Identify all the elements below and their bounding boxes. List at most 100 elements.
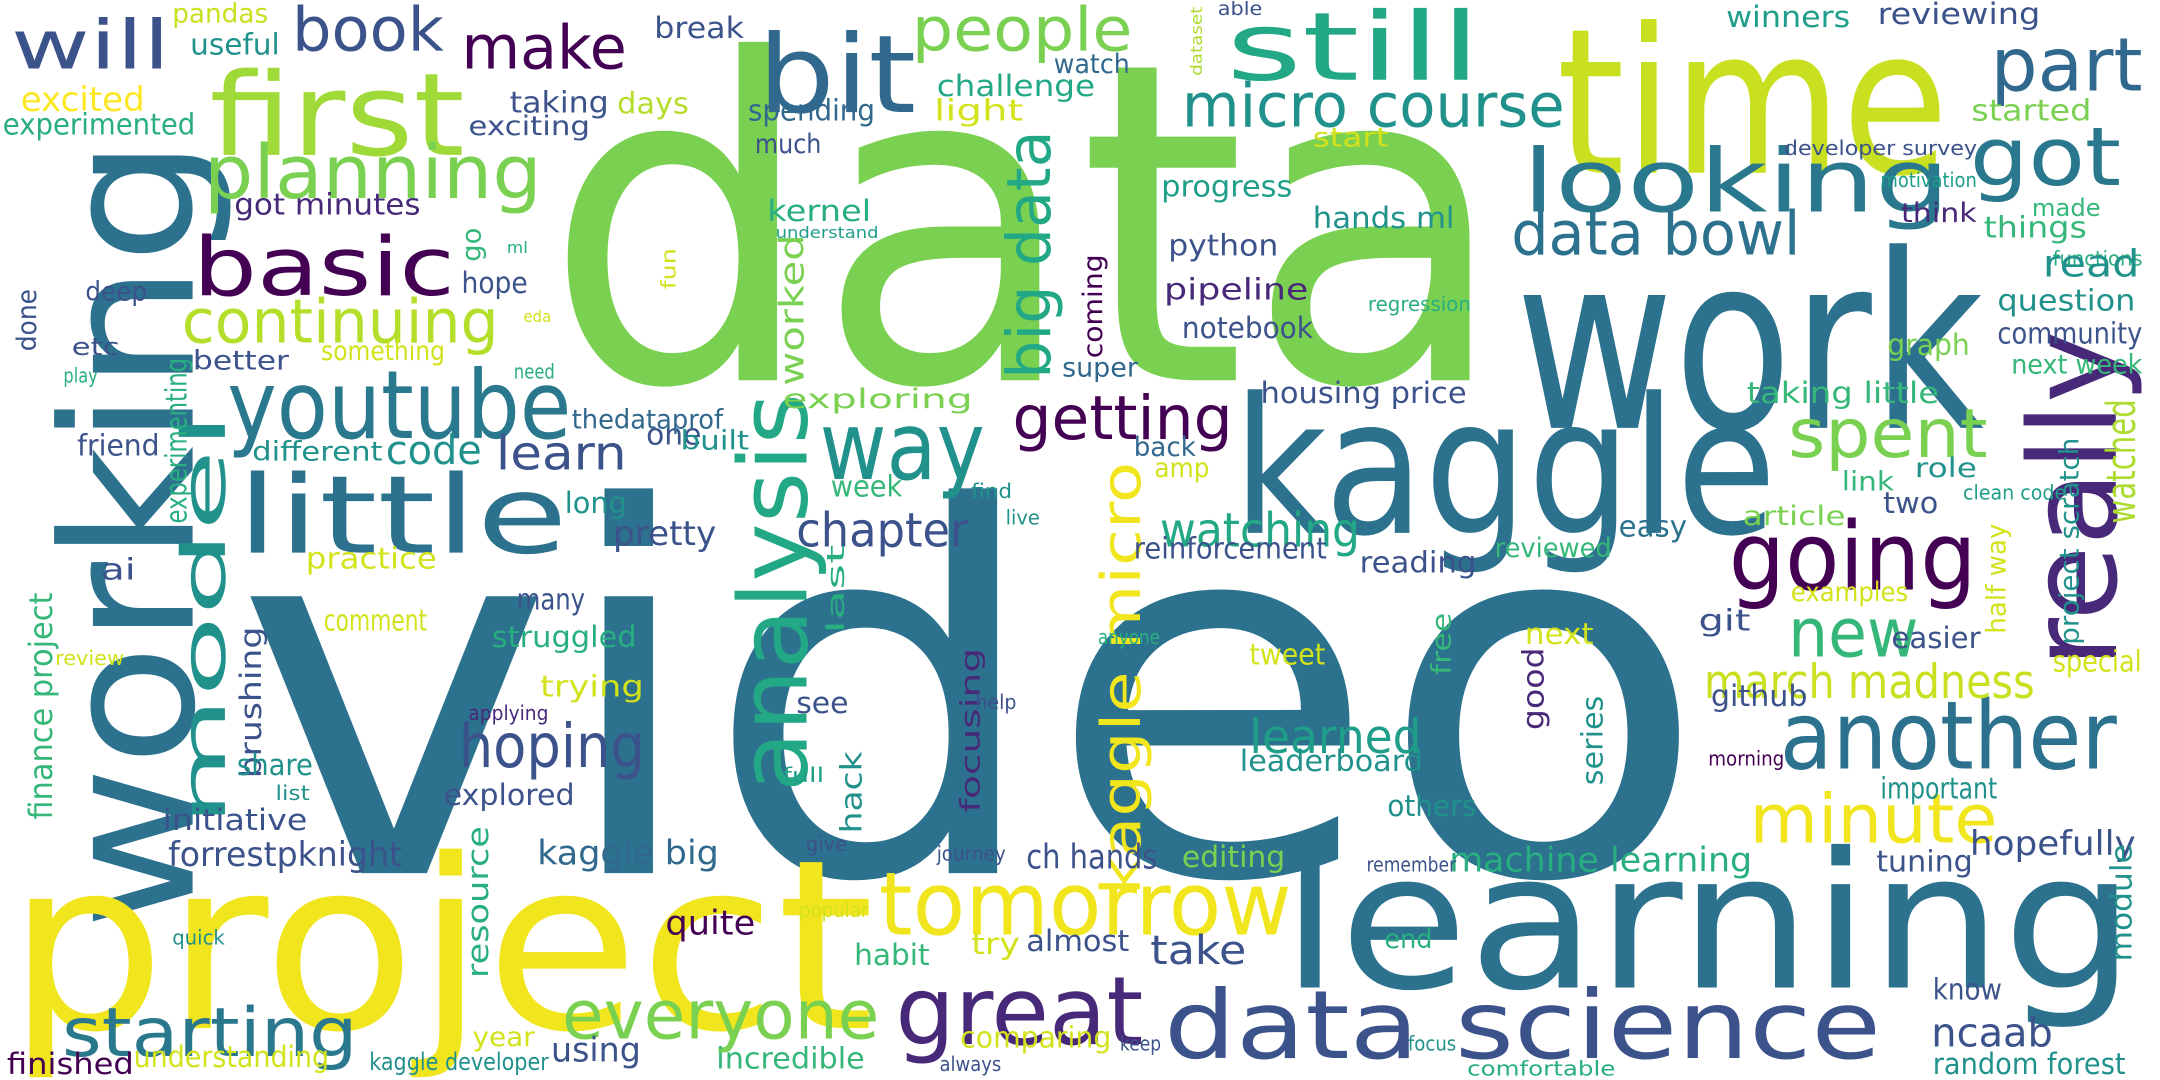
cloud-word: watch bbox=[1053, 49, 1130, 81]
cloud-word: hands ml bbox=[1312, 201, 1455, 236]
cloud-word: think bbox=[1901, 198, 1977, 229]
cloud-word: light bbox=[934, 93, 1024, 129]
cloud-word: play bbox=[63, 363, 98, 388]
cloud-word: focusing bbox=[955, 647, 987, 813]
cloud-word: motivation bbox=[1880, 167, 1977, 192]
cloud-word: tomorrow bbox=[878, 853, 1292, 956]
cloud-word: struggled bbox=[491, 619, 637, 655]
cloud-word: explored bbox=[443, 778, 575, 814]
cloud-word: tuning bbox=[1876, 844, 1973, 880]
cloud-word: video bbox=[234, 404, 1709, 994]
cloud-word: clean code bbox=[1963, 480, 2067, 505]
cloud-word: exploring bbox=[782, 384, 973, 415]
cloud-word: share bbox=[236, 747, 313, 783]
cloud-word: question bbox=[1997, 283, 2136, 319]
cloud-word: link bbox=[1841, 466, 1894, 498]
cloud-word: big data bbox=[995, 130, 1066, 379]
cloud-word: started bbox=[1971, 93, 2092, 129]
cloud-word: one bbox=[646, 417, 702, 453]
cloud-word: remember bbox=[1366, 852, 1457, 877]
cloud-word: two bbox=[1883, 486, 1939, 522]
cloud-word: start bbox=[1312, 122, 1389, 154]
cloud-word: much bbox=[754, 129, 822, 161]
cloud-word: way bbox=[819, 392, 985, 503]
cloud-word: comfortable bbox=[1467, 1056, 1616, 1080]
cloud-word: housing price bbox=[1260, 376, 1467, 411]
cloud-word: developer survey bbox=[1783, 136, 1978, 161]
cloud-word: keep bbox=[1119, 1031, 1162, 1056]
cloud-word: hopefully bbox=[1969, 823, 2136, 863]
cloud-word: ai bbox=[100, 552, 136, 588]
cloud-word: pretty bbox=[613, 513, 717, 553]
cloud-word: dataset bbox=[1186, 6, 1206, 76]
cloud-word: understanding bbox=[133, 1040, 330, 1075]
cloud-word: last bbox=[820, 544, 850, 634]
cloud-word: something bbox=[321, 335, 445, 367]
cloud-word: part bbox=[1990, 21, 2143, 109]
cloud-word: winners bbox=[1726, 0, 1851, 35]
cloud-word: done bbox=[11, 288, 43, 352]
cloud-word: kaggle big bbox=[537, 833, 719, 873]
cloud-word: popular bbox=[799, 897, 869, 922]
cloud-word: free bbox=[1426, 612, 1458, 675]
cloud-word: spent bbox=[1788, 393, 1988, 473]
cloud-word: reviewed bbox=[1494, 532, 1612, 564]
cloud-word: next week bbox=[2011, 349, 2143, 381]
cloud-word: editing bbox=[1181, 840, 1286, 876]
cloud-word: anyone bbox=[1097, 625, 1160, 650]
cloud-word: taking bbox=[509, 85, 609, 121]
cloud-word: starting bbox=[62, 993, 358, 1073]
cloud-word: kaggle micro bbox=[1090, 461, 1154, 896]
cloud-word: help bbox=[975, 689, 1017, 714]
cloud-word: deep bbox=[85, 276, 147, 308]
cloud-word: exciting bbox=[468, 111, 591, 143]
cloud-word: morning bbox=[1708, 746, 1785, 771]
cloud-word: data bowl bbox=[1511, 199, 1801, 270]
cloud-word: excited bbox=[20, 79, 145, 119]
cloud-word: need bbox=[513, 359, 555, 384]
cloud-word: git bbox=[1698, 603, 1751, 639]
cloud-word: people bbox=[911, 0, 1133, 66]
cloud-word: using bbox=[551, 1030, 641, 1070]
cloud-word: always bbox=[939, 1052, 1002, 1077]
cloud-word: continuing bbox=[181, 287, 499, 358]
cloud-word: book bbox=[292, 0, 444, 66]
cloud-word: micro course bbox=[1181, 71, 1565, 142]
cloud-word: special bbox=[2052, 644, 2142, 680]
cloud-word: trying bbox=[540, 669, 644, 705]
cloud-word: watched bbox=[2096, 399, 2145, 524]
cloud-word: friend bbox=[77, 428, 160, 464]
cloud-word: march madness bbox=[1704, 655, 2035, 711]
cloud-word: fun bbox=[656, 248, 681, 290]
cloud-word: year bbox=[472, 1021, 535, 1053]
cloud-word: series bbox=[1575, 695, 1611, 786]
cloud-word: spending bbox=[748, 93, 875, 129]
cloud-word: forrestpknight bbox=[168, 834, 402, 874]
cloud-word: end bbox=[1384, 924, 1433, 955]
cloud-word: ch hands bbox=[1026, 837, 1158, 877]
cloud-word: important bbox=[1880, 771, 1998, 807]
cloud-word: python bbox=[1168, 228, 1279, 264]
cloud-word: random forest bbox=[1932, 1046, 2126, 1080]
cloud-word: reinforcement bbox=[1133, 531, 1327, 567]
cloud-word: watching bbox=[1159, 503, 1360, 559]
cloud-word: resource bbox=[461, 826, 497, 979]
cloud-word: module bbox=[2104, 844, 2140, 962]
cloud-word: comparing bbox=[960, 1020, 1112, 1056]
cloud-word: learning bbox=[1281, 812, 2136, 1033]
cloud-word: getting bbox=[1012, 384, 1233, 454]
cloud-word: got minutes bbox=[234, 187, 421, 223]
cloud-word: project scratch bbox=[2054, 437, 2086, 645]
cloud-word: worked bbox=[772, 234, 812, 386]
cloud-word: reviewing bbox=[1877, 0, 2041, 33]
cloud-word: try bbox=[971, 927, 1020, 962]
cloud-word: role bbox=[1914, 452, 1977, 484]
cloud-word: work bbox=[1515, 202, 1984, 486]
cloud-word: thedataprof bbox=[571, 404, 724, 436]
cloud-word: learn bbox=[495, 426, 627, 482]
cloud-word: amp bbox=[1154, 452, 1210, 484]
cloud-word: planning bbox=[203, 128, 542, 216]
cloud-word: challenge bbox=[936, 68, 1096, 104]
cloud-word: focus bbox=[1407, 1031, 1457, 1056]
cloud-word: back bbox=[1133, 432, 1196, 464]
